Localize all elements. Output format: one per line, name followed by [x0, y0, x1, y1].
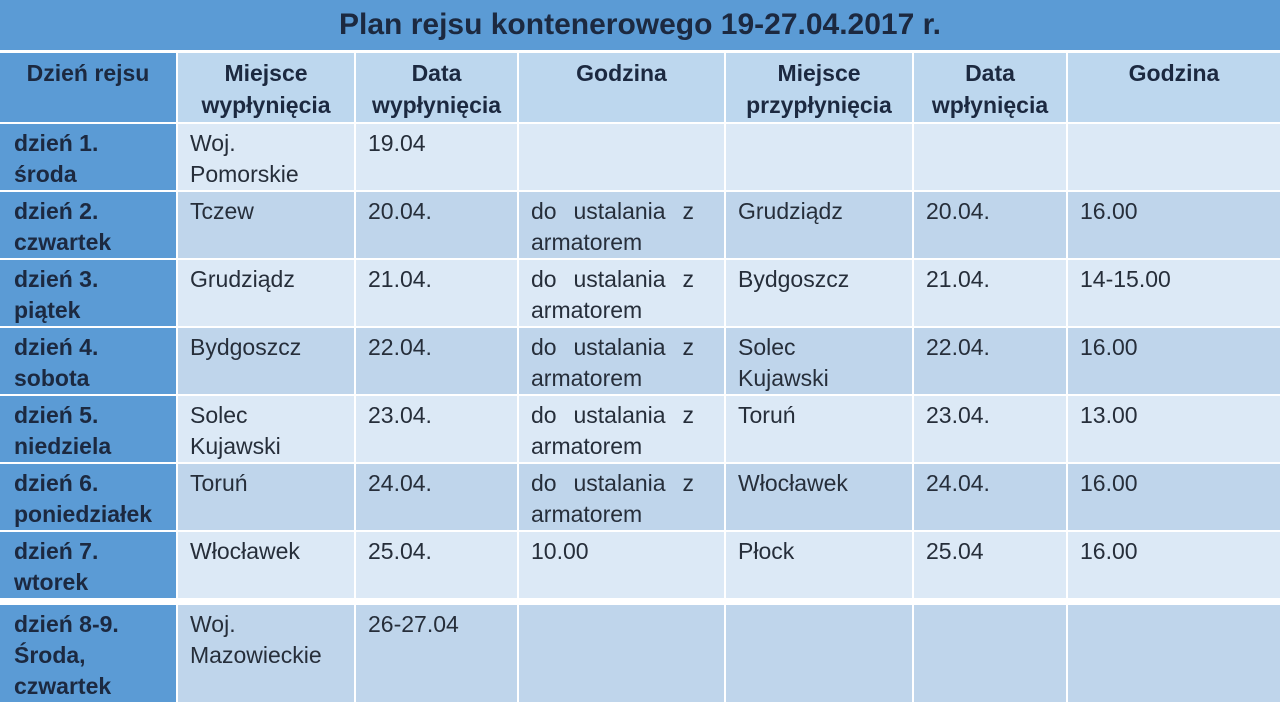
- departure-date-cell: 22.04.: [354, 326, 519, 396]
- arrival-place-cell: Grudziądz: [724, 190, 914, 260]
- arrival-time-cell: 13.00: [1066, 394, 1280, 464]
- table-row: dzień 1. środa Woj. Pomorskie 19.04: [0, 122, 1280, 192]
- departure-place-cell: Włocławek: [176, 530, 356, 603]
- departure-place-cell: Tczew: [176, 190, 356, 260]
- departure-place-cell: Woj. Mazowieckie: [176, 598, 356, 704]
- arrival-date-cell: 22.04.: [912, 326, 1068, 396]
- departure-date-cell: 19.04: [354, 122, 519, 192]
- departure-date-cell: 25.04.: [354, 530, 519, 603]
- column-header-dzien-rejsu: Dzień rejsu: [0, 53, 178, 124]
- departure-place-cell: Toruń: [176, 462, 356, 532]
- departure-place-cell: Bydgoszcz: [176, 326, 356, 396]
- day-cell: dzień 2. czwartek: [0, 190, 178, 260]
- arrival-date-cell: 23.04.: [912, 394, 1068, 464]
- table-row: dzień 6. poniedziałek Toruń 24.04. do us…: [0, 462, 1280, 532]
- column-header-data-wyplyniecia: Data wypłynięcia: [354, 53, 519, 124]
- departure-place-cell: Woj. Pomorskie: [176, 122, 356, 192]
- departure-time-cell: do ustalania z armatorem: [517, 190, 726, 260]
- column-header-godzina-wyplyniecia: Godzina: [517, 53, 726, 124]
- departure-time-cell: do ustalania z armatorem: [517, 258, 726, 328]
- arrival-place-cell: Solec Kujawski: [724, 326, 914, 396]
- departure-place-cell: Solec Kujawski: [176, 394, 356, 464]
- arrival-date-cell: [912, 122, 1068, 192]
- day-cell: dzień 7. wtorek: [0, 530, 178, 603]
- arrival-time-cell: [1066, 122, 1280, 192]
- table-row: dzień 3. piątek Grudziądz 21.04. do usta…: [0, 258, 1280, 328]
- page-title: Plan rejsu kontenerowego 19-27.04.2017 r…: [0, 0, 1280, 53]
- arrival-place-cell: Bydgoszcz: [724, 258, 914, 328]
- arrival-date-cell: 20.04.: [912, 190, 1068, 260]
- departure-date-cell: 23.04.: [354, 394, 519, 464]
- arrival-date-cell: [912, 598, 1068, 704]
- arrival-place-cell: Płock: [724, 530, 914, 603]
- arrival-time-cell: 16.00: [1066, 530, 1280, 603]
- departure-date-cell: 20.04.: [354, 190, 519, 260]
- departure-time-cell: do ustalania z armatorem: [517, 326, 726, 396]
- departure-date-cell: 26-27.04: [354, 598, 519, 704]
- arrival-time-cell: 16.00: [1066, 462, 1280, 532]
- arrival-date-cell: 25.04: [912, 530, 1068, 603]
- arrival-place-cell: [724, 598, 914, 704]
- column-header-data-wplyniecia: Data wpłynięcia: [912, 53, 1068, 124]
- departure-time-cell: do ustalania z armatorem: [517, 462, 726, 532]
- day-cell: dzień 1. środa: [0, 122, 178, 192]
- table-row: dzień 4. sobota Bydgoszcz 22.04. do usta…: [0, 326, 1280, 396]
- table-row: dzień 5. niedziela Solec Kujawski 23.04.…: [0, 394, 1280, 464]
- header-row: Dzień rejsu Miejsce wypłynięcia Data wyp…: [0, 53, 1280, 124]
- departure-date-cell: 24.04.: [354, 462, 519, 532]
- arrival-date-cell: 24.04.: [912, 462, 1068, 532]
- arrival-time-cell: 16.00: [1066, 190, 1280, 260]
- departure-time-cell: 10.00: [517, 530, 726, 603]
- day-cell: dzień 3. piątek: [0, 258, 178, 328]
- departure-time-cell: [517, 122, 726, 192]
- table-row: dzień 8-9. Środa, czwartek Woj. Mazowiec…: [0, 598, 1280, 704]
- day-cell: dzień 8-9. Środa, czwartek: [0, 598, 178, 704]
- column-header-godzina-przyplyniecia: Godzina: [1066, 53, 1280, 124]
- table-row: dzień 7. wtorek Włocławek 25.04. 10.00 P…: [0, 530, 1280, 603]
- table-row: dzień 2. czwartek Tczew 20.04. do ustala…: [0, 190, 1280, 260]
- day-cell: dzień 5. niedziela: [0, 394, 178, 464]
- column-header-miejsce-wyplyniecia: Miejsce wypłynięcia: [176, 53, 356, 124]
- departure-time-cell: [517, 598, 726, 704]
- arrival-place-cell: Włocławek: [724, 462, 914, 532]
- arrival-time-cell: 16.00: [1066, 326, 1280, 396]
- departure-place-cell: Grudziądz: [176, 258, 356, 328]
- day-cell: dzień 4. sobota: [0, 326, 178, 396]
- departure-time-cell: do ustalania z armatorem: [517, 394, 726, 464]
- arrival-time-cell: [1066, 598, 1280, 704]
- arrival-place-cell: [724, 122, 914, 192]
- day-cell: dzień 6. poniedziałek: [0, 462, 178, 532]
- arrival-place-cell: Toruń: [724, 394, 914, 464]
- cruise-schedule-table: Dzień rejsu Miejsce wypłynięcia Data wyp…: [0, 53, 1280, 704]
- column-header-miejsce-przyplyniecia: Miejsce przypłynięcia: [724, 53, 914, 124]
- table-header: Dzień rejsu Miejsce wypłynięcia Data wyp…: [0, 53, 1280, 124]
- arrival-time-cell: 14-15.00: [1066, 258, 1280, 328]
- departure-date-cell: 21.04.: [354, 258, 519, 328]
- arrival-date-cell: 21.04.: [912, 258, 1068, 328]
